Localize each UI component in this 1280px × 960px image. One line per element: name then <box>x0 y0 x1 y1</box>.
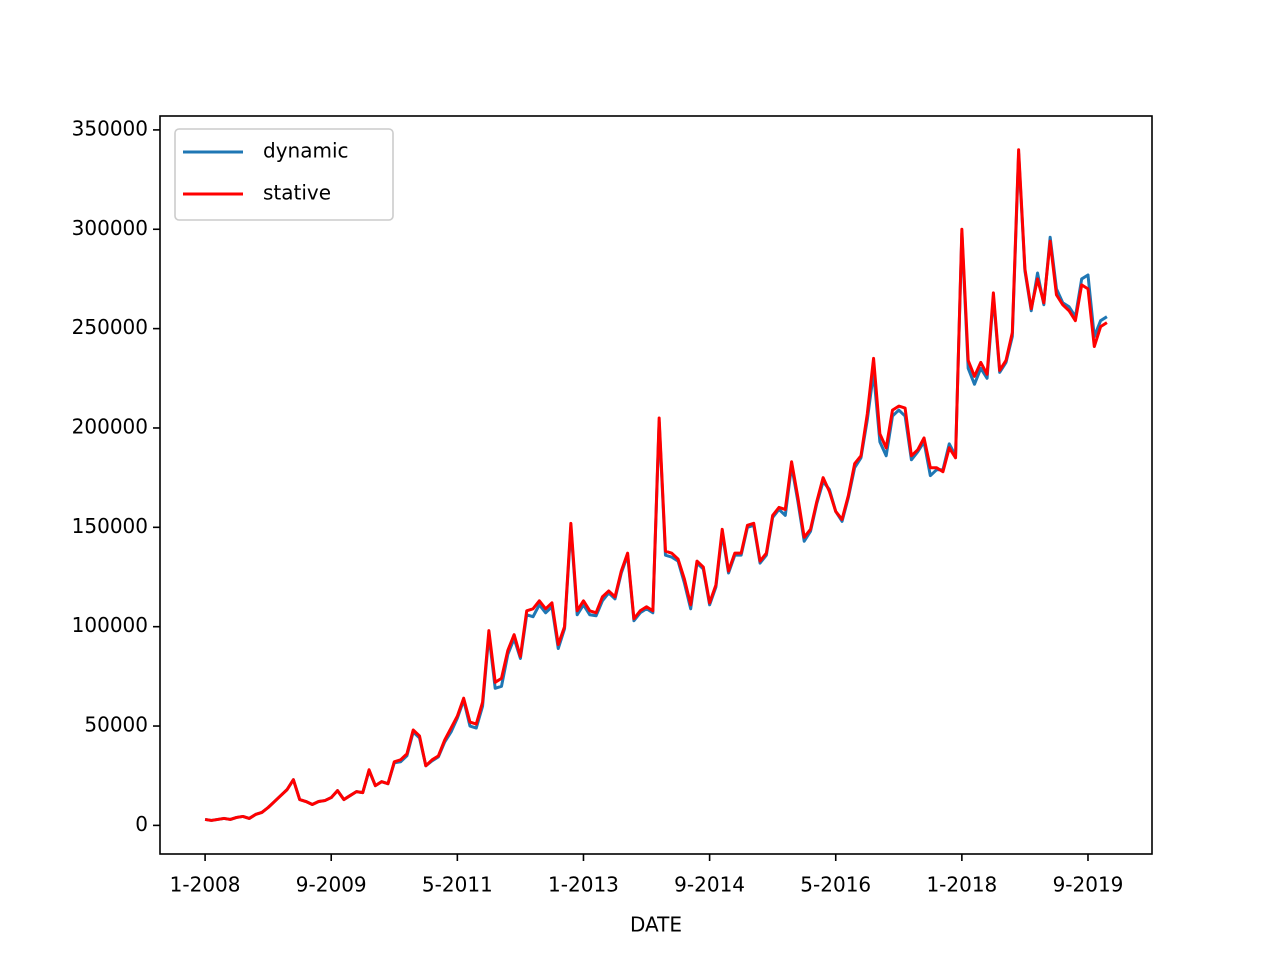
y-tick-label: 250000 <box>72 315 148 339</box>
legend-label: stative <box>263 181 331 205</box>
x-tick-label: 5-2011 <box>422 873 493 897</box>
x-axis-label: DATE <box>630 913 682 937</box>
line-series <box>204 148 1108 822</box>
y-tick-label: 50000 <box>84 713 148 737</box>
x-tick-label: 9-2009 <box>296 873 367 897</box>
x-tick-label: 9-2019 <box>1053 873 1124 897</box>
legend-label: dynamic <box>263 139 349 163</box>
y-tick-label: 150000 <box>72 514 148 538</box>
x-tick-label: 9-2014 <box>674 873 745 897</box>
y-tick-label: 0 <box>135 812 148 836</box>
y-tick-label: 100000 <box>72 613 148 637</box>
plot-frame <box>159 115 1153 855</box>
y-tick-label: 200000 <box>72 414 148 438</box>
x-tick-label: 1-2018 <box>926 873 997 897</box>
x-tick-label: 1-2013 <box>548 873 619 897</box>
x-tick-label: 5-2016 <box>800 873 871 897</box>
x-tick-label: 1-2008 <box>170 873 241 897</box>
y-tick-label: 350000 <box>72 116 148 140</box>
y-tick-label: 300000 <box>72 216 148 240</box>
